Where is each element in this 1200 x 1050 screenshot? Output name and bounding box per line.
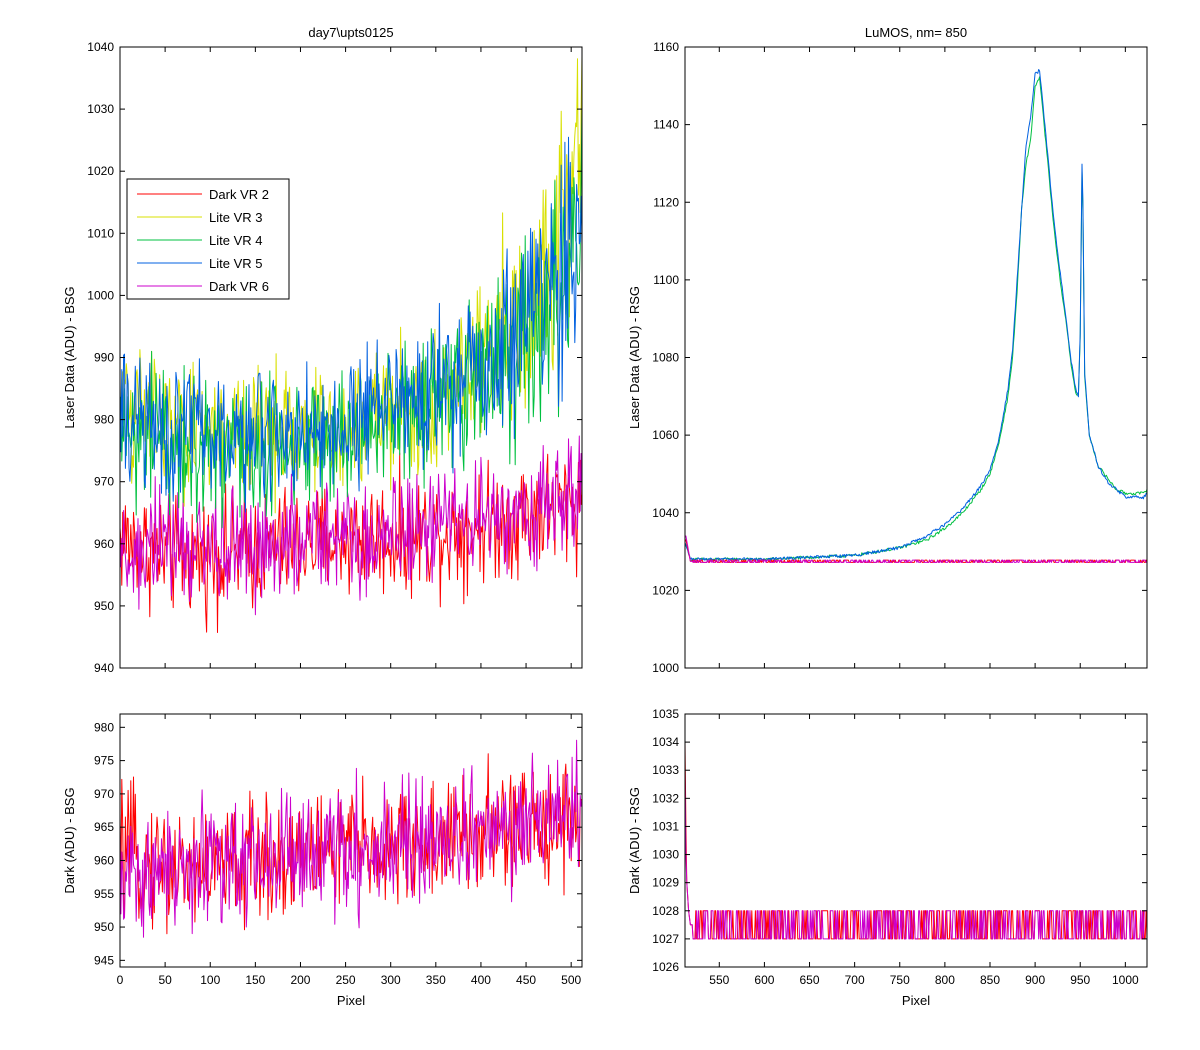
y-tick-label: 1033 <box>652 763 679 777</box>
x-tick-label: 600 <box>754 973 774 987</box>
y-tick-label: 1032 <box>652 791 679 805</box>
y-tick-label: 960 <box>94 537 114 551</box>
y-tick-label: 1027 <box>652 932 679 946</box>
y-axis-label: Laser Data (ADU) - BSG <box>62 286 77 428</box>
series-line-2 <box>685 69 1147 562</box>
y-tick-label: 1031 <box>652 819 679 833</box>
y-tick-label: 1010 <box>87 226 114 240</box>
x-tick-label: 700 <box>845 973 865 987</box>
series-line-4 <box>120 107 582 529</box>
y-tick-label: 990 <box>94 351 114 365</box>
x-axis-label: Pixel <box>902 993 930 1008</box>
y-tick-label: 1140 <box>653 118 679 132</box>
legend: Dark VR 2 Lite VR 3 Lite VR 4 Lite VR 5 Dark… <box>126 178 290 300</box>
series-line-2 <box>120 739 582 938</box>
legend-entry: Dark VR 6 <box>209 279 269 294</box>
series-line-4 <box>685 535 1147 563</box>
chart-tr: 1000 1020 1040 1060 1080 1100 1120 1140 1160 LuMO… <box>627 25 1148 675</box>
x-tick-label: 350 <box>426 973 446 987</box>
series-group <box>685 742 1147 940</box>
y-tick-label: 1034 <box>652 735 679 749</box>
y-tick-label: 1060 <box>652 428 679 442</box>
y-tick-label: 980 <box>94 720 114 734</box>
y-tick-label: 1030 <box>652 848 679 862</box>
x-tick-label: 950 <box>1070 973 1090 987</box>
x-tick-label: 550 <box>709 973 729 987</box>
x-tick-label: 850 <box>980 973 1000 987</box>
y-tick-label: 1120 <box>653 195 679 209</box>
y-tick-label: 1020 <box>87 164 114 178</box>
series-line-5 <box>120 136 582 513</box>
y-tick-label: 1028 <box>652 904 679 918</box>
chart-title: LuMOS, nm= 850 <box>865 25 967 40</box>
series-line-2 <box>685 770 1147 940</box>
x-tick-label: 400 <box>471 973 491 987</box>
y-tick-label: 1000 <box>87 288 114 302</box>
x-tick-label: 450 <box>516 973 536 987</box>
y-axis-label: Dark (ADU) - BSG <box>62 787 77 893</box>
y-tick-label: 1040 <box>652 506 679 520</box>
legend-entry: Lite VR 3 <box>209 210 262 225</box>
x-tick-label: 650 <box>800 973 820 987</box>
y-tick-label: 960 <box>94 853 114 867</box>
chart-tl: 940 950 960 970 980 990 1000 1010 1020 1030 1040 da… <box>62 25 583 675</box>
x-tick-label: 200 <box>290 973 310 987</box>
chart-title: day7\upts0125 <box>308 25 393 40</box>
x-tick-label: 100 <box>200 973 220 987</box>
y-tick-label: 980 <box>94 413 114 427</box>
legend-entry: Dark VR 2 <box>209 187 269 202</box>
y-tick-label: 965 <box>94 820 114 834</box>
legend-entry: Lite VR 5 <box>209 256 262 271</box>
y-tick-label: 1026 <box>652 960 679 974</box>
x-tick-label: 250 <box>336 973 356 987</box>
y-tick-label: 1000 <box>652 661 679 675</box>
y-tick-label: 970 <box>94 787 114 801</box>
y-tick-label: 940 <box>94 661 114 675</box>
legend-box <box>126 178 290 300</box>
series-group <box>120 56 582 633</box>
x-tick-label: 900 <box>1025 973 1045 987</box>
legend-entry: Lite VR 4 <box>209 233 262 248</box>
chart-br: 550 600 650 700 750 800 850 900 950 1000 1026 1027 1… <box>627 707 1148 1008</box>
x-tick-label: 750 <box>890 973 910 987</box>
series-group <box>685 69 1147 563</box>
y-tick-label: 950 <box>94 920 114 934</box>
x-tick-label: 300 <box>381 973 401 987</box>
x-axis-label: Pixel <box>337 993 365 1008</box>
plot-area <box>685 47 1147 668</box>
axes-frame <box>684 713 1148 968</box>
y-tick-label: 955 <box>94 887 114 901</box>
axes-frame <box>119 713 583 968</box>
x-tick-label: 0 <box>117 973 124 987</box>
x-tick-label: 500 <box>561 973 581 987</box>
y-tick-label: 1035 <box>652 707 679 721</box>
y-tick-label: 1100 <box>653 273 679 287</box>
y-axis-label: Dark (ADU) - RSG <box>627 787 642 894</box>
x-tick-label: 150 <box>245 973 265 987</box>
x-tick-label: 800 <box>935 973 955 987</box>
series-line-2 <box>120 435 582 616</box>
y-tick-label: 970 <box>94 475 114 489</box>
y-tick-label: 1160 <box>653 40 679 54</box>
chart-bl: 0 50 100 150 200 250 300 350 400 450 500 945 950 955 9… <box>62 713 583 1008</box>
series-line-1 <box>120 753 582 935</box>
x-tick-label: 1000 <box>1112 973 1139 987</box>
y-tick-label: 945 <box>94 953 114 967</box>
y-tick-label: 975 <box>94 754 114 768</box>
y-tick-label: 1040 <box>87 40 114 54</box>
y-axis-label: Laser Data (ADU) - RSG <box>627 286 642 429</box>
x-tick-label: 50 <box>158 973 172 987</box>
y-tick-label: 1030 <box>87 102 114 116</box>
y-tick-label: 1020 <box>652 583 679 597</box>
series-group <box>120 739 582 938</box>
y-tick-label: 1029 <box>652 876 679 890</box>
y-tick-label: 1080 <box>652 351 679 365</box>
y-tick-label: 950 <box>94 599 114 613</box>
